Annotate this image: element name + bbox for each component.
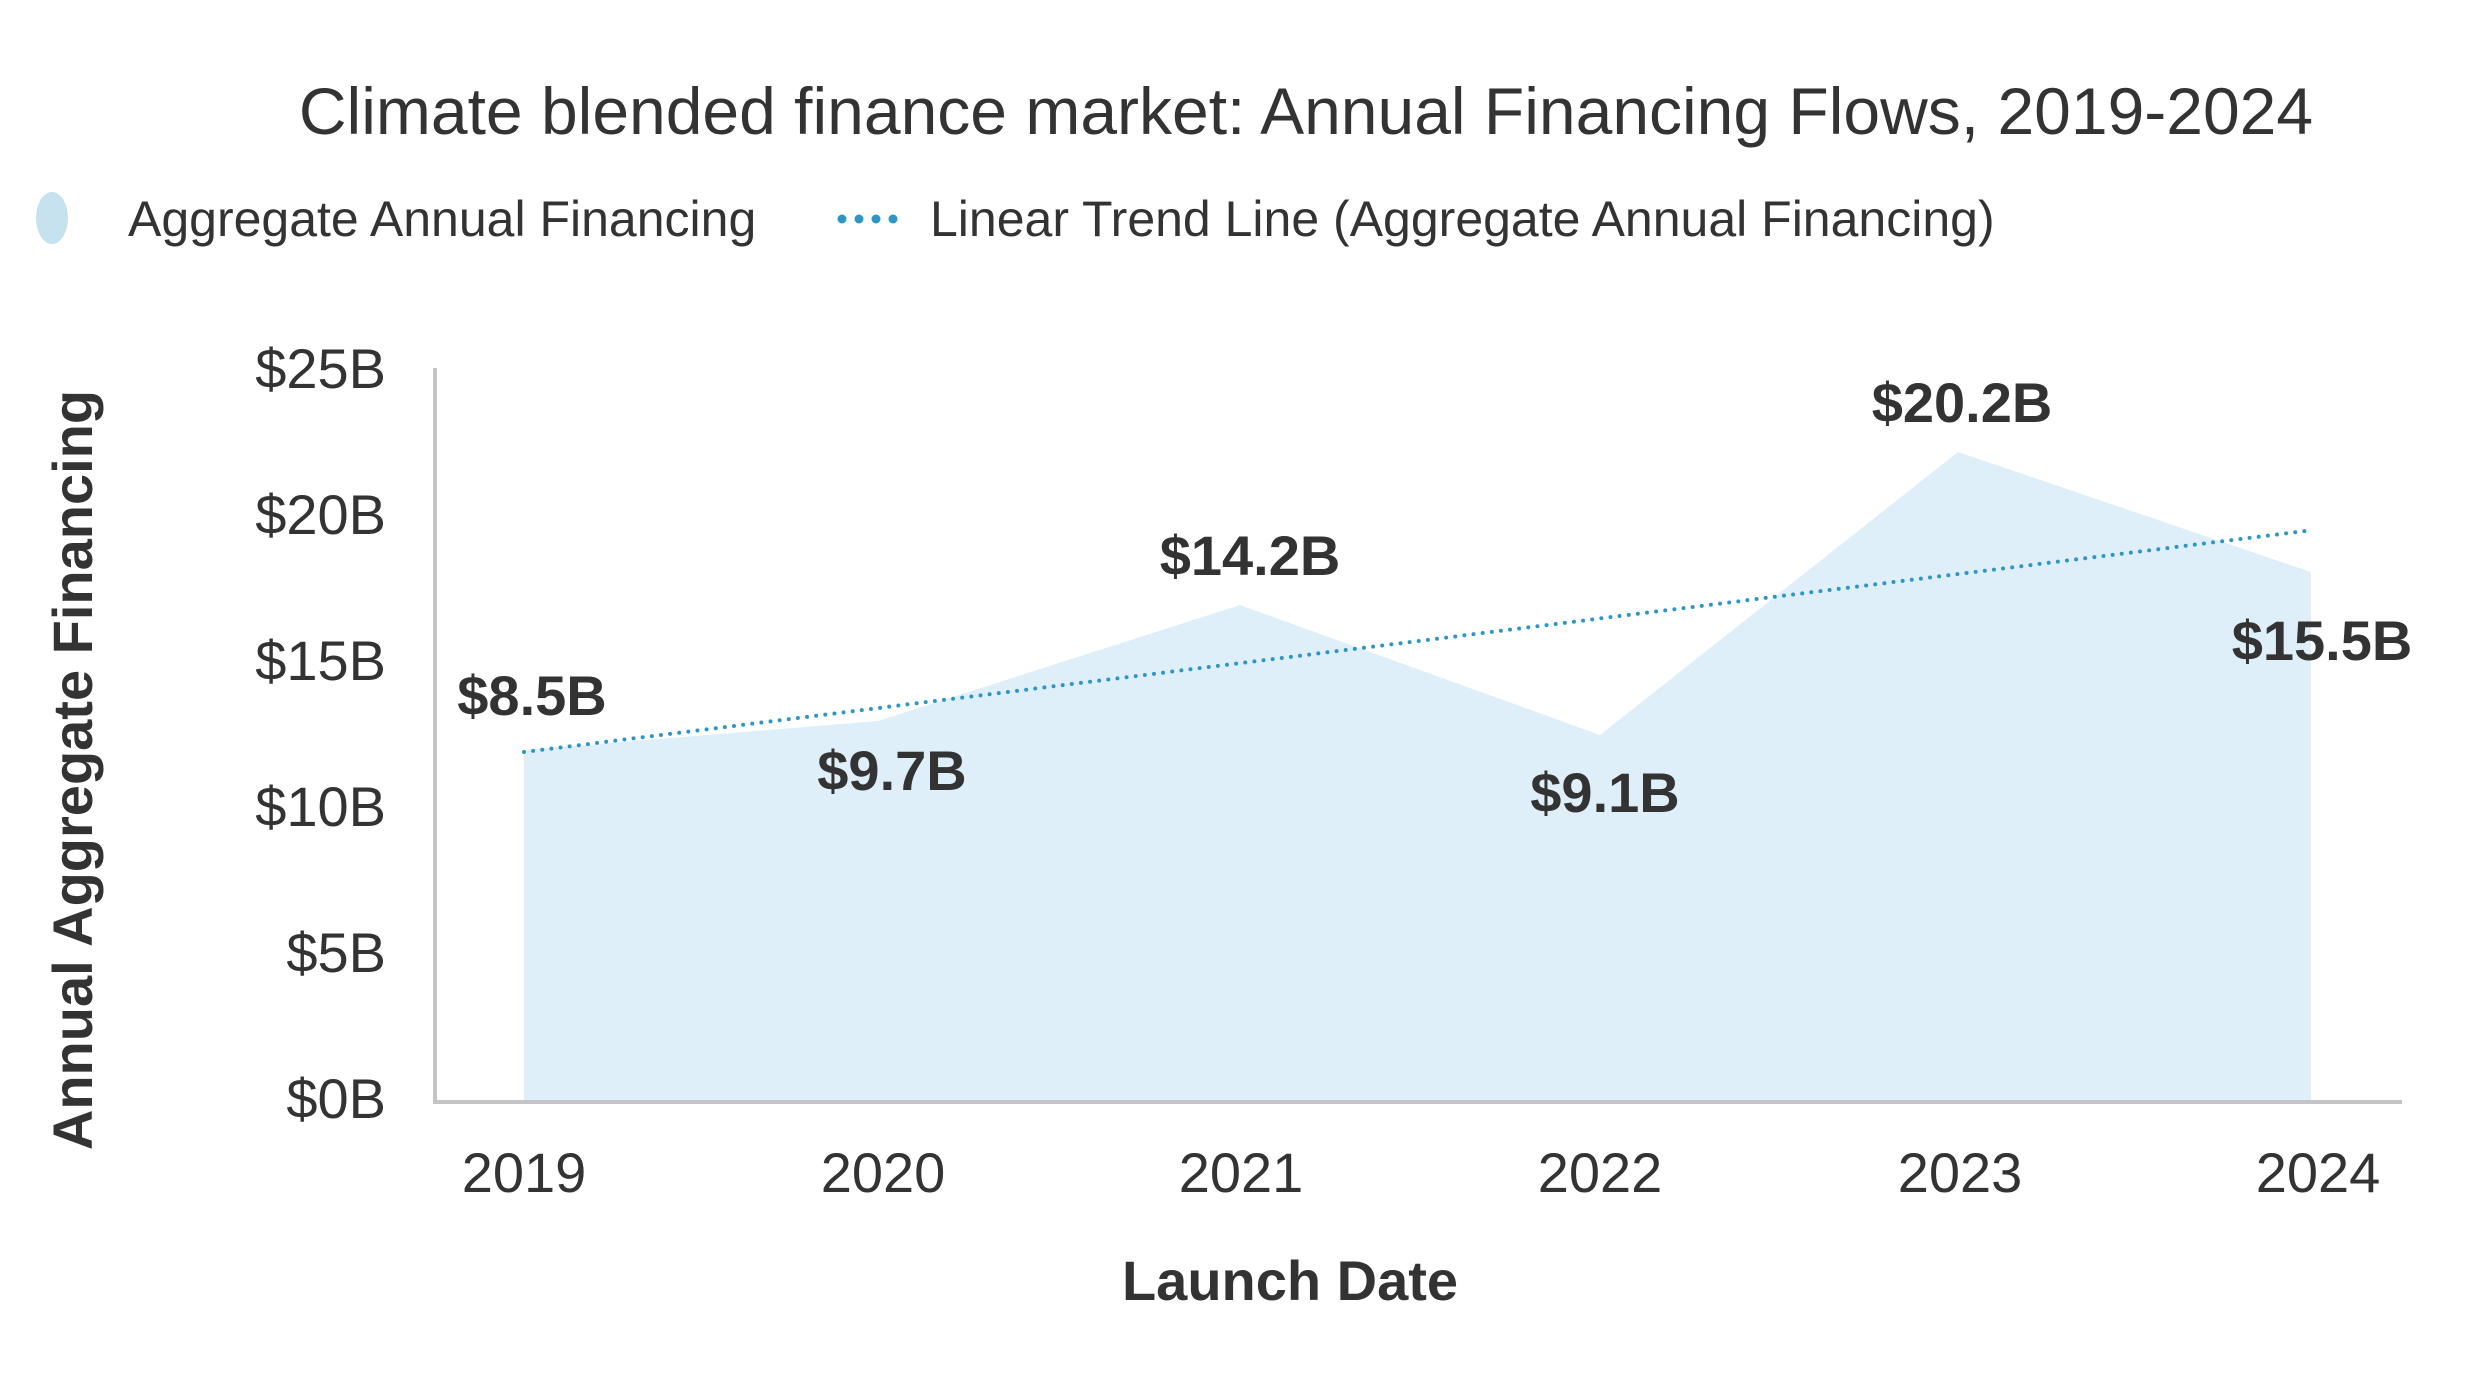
- legend-trend-label: Linear Trend Line (Aggregate Annual Fina…: [930, 191, 1995, 247]
- y-tick-label: $20B: [255, 483, 386, 546]
- data-label-2022: $9.1B: [1530, 761, 1679, 824]
- chart-title: Climate blended finance market: Annual F…: [299, 74, 2313, 148]
- legend-area-swatch-icon: [36, 192, 68, 244]
- data-label-2023: $20.2B: [1872, 371, 2053, 434]
- x-tick-label: 2023: [1898, 1141, 2023, 1204]
- x-tick-label: 2021: [1179, 1141, 1304, 1204]
- data-label-2024: $15.5B: [2232, 609, 2413, 672]
- data-label-2021: $14.2B: [1160, 524, 1341, 587]
- area-series-aggregate-financing[interactable]: [524, 452, 2311, 1100]
- data-label-2019: $8.5B: [457, 664, 606, 727]
- data-labels: $8.5B $9.7B $14.2B $9.1B $20.2B $15.5B: [457, 371, 2412, 824]
- x-axis-ticks: 2019 2020 2021 2022 2023 2024: [462, 1141, 2381, 1204]
- x-tick-label: 2024: [2256, 1141, 2381, 1204]
- data-label-2020: $9.7B: [817, 739, 966, 802]
- legend-area-label: Aggregate Annual Financing: [128, 191, 756, 247]
- y-tick-label: $25B: [255, 337, 386, 400]
- legend-item-trend[interactable]: Linear Trend Line (Aggregate Annual Fina…: [837, 191, 1995, 247]
- x-tick-label: 2019: [462, 1141, 587, 1204]
- x-tick-label: 2022: [1538, 1141, 1663, 1204]
- legend-dotted-line-icon: [837, 214, 898, 224]
- y-tick-label: $5B: [286, 921, 386, 984]
- x-axis-title: Launch Date: [1122, 1249, 1458, 1312]
- y-tick-label: $0B: [286, 1067, 386, 1130]
- legend-item-area[interactable]: Aggregate Annual Financing: [36, 191, 756, 247]
- trend-line[interactable]: [522, 528, 2315, 754]
- x-tick-label: 2020: [821, 1141, 946, 1204]
- y-axis-ticks: $25B $20B $15B $10B $5B $0B: [255, 337, 386, 1130]
- y-tick-label: $10B: [255, 775, 386, 838]
- y-tick-label: $15B: [255, 629, 386, 692]
- y-axis-title: Annual Aggregate Financing: [41, 390, 104, 1150]
- legend: Aggregate Annual Financing Linear Trend …: [36, 191, 1995, 247]
